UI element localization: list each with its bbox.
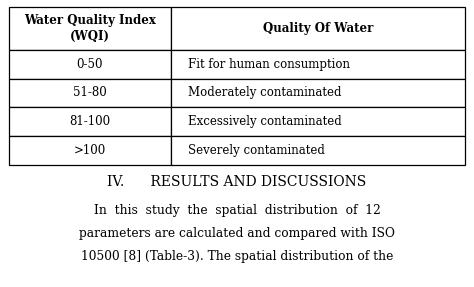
Text: 51-80: 51-80 — [73, 86, 107, 99]
Bar — [9, 50, 171, 79]
Text: >100: >100 — [73, 144, 106, 157]
Text: Quality Of Water: Quality Of Water — [263, 22, 374, 35]
Bar — [9, 107, 171, 136]
Text: Fit for human consumption: Fit for human consumption — [189, 58, 350, 71]
Bar — [171, 7, 465, 50]
Text: 0-50: 0-50 — [76, 58, 103, 71]
Text: In  this  study  the  spatial  distribution  of  12: In this study the spatial distribution o… — [93, 204, 381, 218]
Bar — [171, 136, 465, 165]
Bar — [171, 79, 465, 107]
Text: Severely contaminated: Severely contaminated — [189, 144, 325, 157]
Text: IV.      RESULTS AND DISCUSSIONS: IV. RESULTS AND DISCUSSIONS — [108, 175, 366, 189]
Bar — [9, 7, 171, 50]
Text: 10500 [8] (Table-3). The spatial distribution of the: 10500 [8] (Table-3). The spatial distrib… — [81, 250, 393, 263]
Bar — [9, 79, 171, 107]
Bar — [9, 136, 171, 165]
Bar — [171, 107, 465, 136]
Text: Water Quality Index
(WQI): Water Quality Index (WQI) — [24, 14, 155, 43]
Text: 81-100: 81-100 — [69, 115, 110, 128]
Text: Excessively contaminated: Excessively contaminated — [189, 115, 342, 128]
Text: parameters are calculated and compared with ISO: parameters are calculated and compared w… — [79, 227, 395, 241]
Text: Moderately contaminated: Moderately contaminated — [189, 86, 342, 99]
Bar — [171, 50, 465, 79]
